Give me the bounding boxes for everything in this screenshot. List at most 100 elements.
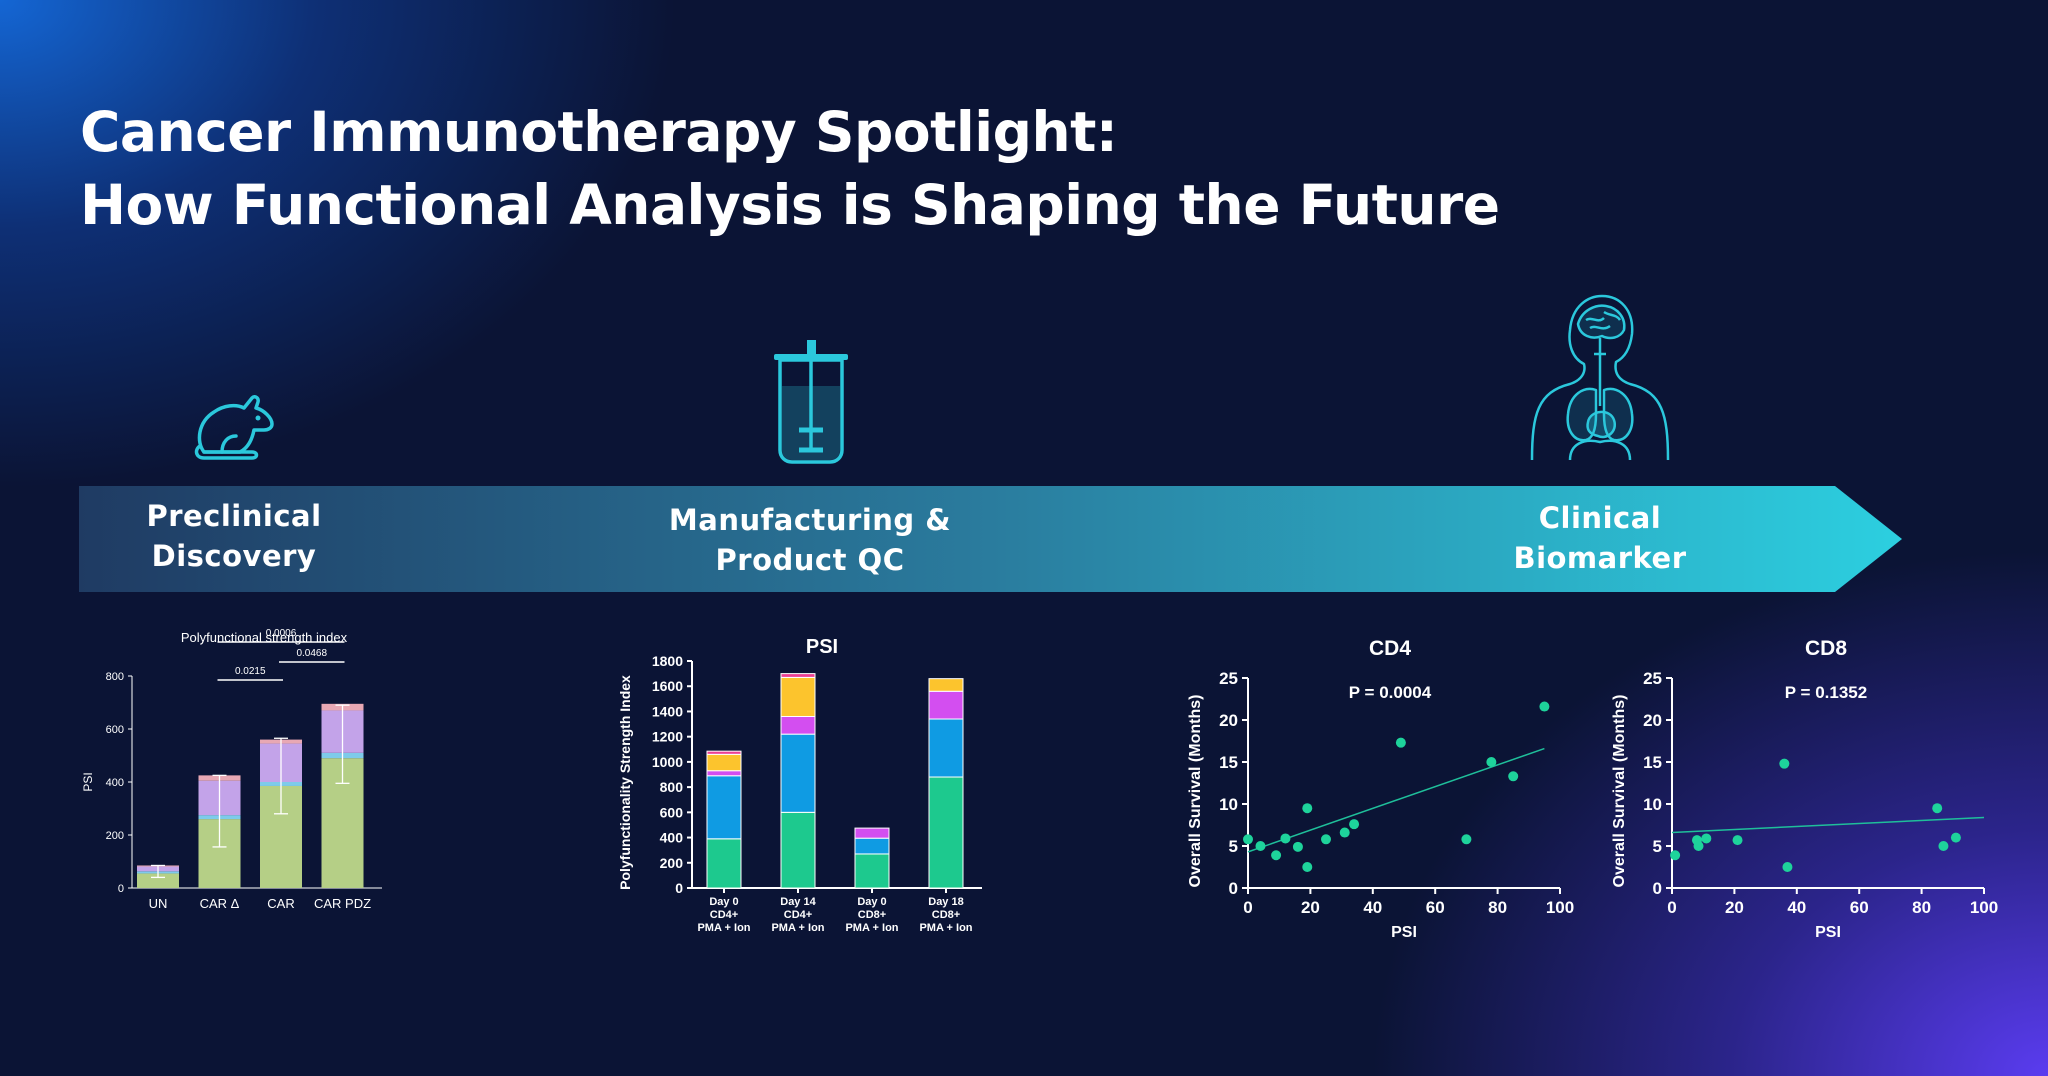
significance-label: 0.0215 <box>235 666 266 677</box>
data-point <box>1693 841 1704 851</box>
x-tick-label: 80 <box>1488 898 1507 917</box>
data-point <box>1302 862 1313 872</box>
x-tick-label: 60 <box>1426 898 1445 917</box>
bar-segment <box>706 838 742 889</box>
x-tick-label: PMA + Ion <box>845 922 898 934</box>
stage-preclinical-line1: Preclinical <box>146 499 322 533</box>
title-line-2: How Functional Analysis is Shaping the F… <box>80 173 1500 237</box>
bar-segment <box>854 853 890 889</box>
chart-preclinical-psi: Polyfunctional strength indexPSI02004006… <box>81 628 382 911</box>
bar-segment <box>780 733 816 813</box>
bar-segment <box>137 873 179 888</box>
data-point <box>1321 834 1331 845</box>
title-line-1: Cancer Immunotherapy Spotlight: <box>80 100 1118 164</box>
stage-clinical-line2: Biomarker <box>1513 541 1687 575</box>
y-tick-label: 400 <box>660 830 684 846</box>
y-tick-label: 1200 <box>652 729 683 745</box>
y-tick-label: 10 <box>1643 795 1662 814</box>
data-point <box>1302 803 1313 814</box>
data-point <box>1932 803 1943 814</box>
x-tick-label: Day 14 <box>780 896 816 908</box>
y-tick-label: 200 <box>106 830 124 842</box>
bar-segment <box>854 827 890 839</box>
y-tick-label: 600 <box>106 724 124 736</box>
human-anatomy-icon <box>1530 294 1670 461</box>
regression-line <box>1671 816 1985 834</box>
data-point <box>1486 757 1497 767</box>
stage-manufacturing-line1: Manufacturing & <box>668 503 952 537</box>
y-tick-label: 600 <box>660 804 684 820</box>
x-tick-label: PMA + Ion <box>697 922 750 934</box>
stage-clinical-line1: Clinical <box>1538 501 1662 535</box>
x-tick-label: PMA + Ion <box>919 922 972 934</box>
x-axis-label: PSI <box>1391 924 1417 941</box>
data-point <box>1349 819 1360 830</box>
x-tick-label: 20 <box>1725 898 1744 917</box>
x-tick-label: CD4+ <box>784 909 812 921</box>
x-tick-label: 40 <box>1787 898 1806 917</box>
stage-manufacturing-line2: Product QC <box>715 543 905 577</box>
y-tick-label: 25 <box>1219 669 1238 688</box>
y-axis-label: Overall Survival (Months) <box>1611 695 1628 888</box>
y-tick-label: 5 <box>1653 837 1662 856</box>
bar-segment <box>854 837 890 855</box>
y-tick-label: 25 <box>1643 669 1662 688</box>
pipeline-banner <box>79 486 1902 592</box>
x-tick-label: 60 <box>1850 898 1869 917</box>
y-tick-label: 1600 <box>652 678 683 694</box>
x-tick-label: Day 0 <box>857 896 886 908</box>
data-point <box>1701 833 1712 844</box>
x-tick-label: Day 0 <box>709 896 738 908</box>
chart-title: CD8 <box>1805 637 1847 660</box>
y-tick-label: 15 <box>1643 753 1662 772</box>
stage-preclinical-line2: Discovery <box>151 539 317 573</box>
y-tick-label: 400 <box>106 777 124 789</box>
data-point <box>1508 771 1519 782</box>
bioreactor-icon <box>774 340 848 464</box>
y-tick-label: 0 <box>1653 879 1662 898</box>
data-point <box>1539 701 1550 712</box>
bar-segment <box>706 770 742 777</box>
x-tick-label: CD4+ <box>710 909 738 921</box>
data-point <box>1255 841 1266 851</box>
data-point <box>1243 834 1253 845</box>
data-point <box>1779 758 1790 769</box>
y-tick-label: 0 <box>675 880 683 896</box>
chart-cd8-survival: CD8 P = 0.1352 Overall Survival (Months) PS… <box>1611 637 1998 941</box>
data-point <box>1782 862 1793 872</box>
x-tick-label: CAR Δ <box>200 896 240 911</box>
data-point <box>1461 834 1472 845</box>
data-point <box>1271 850 1282 861</box>
x-tick-label: 80 <box>1912 898 1931 917</box>
stage-manufacturing: Manufacturing & Product QC <box>660 500 960 580</box>
bar-segment <box>780 676 816 717</box>
data-point <box>1938 841 1949 851</box>
x-tick-label: CAR <box>267 896 294 911</box>
significance-label: 0.0468 <box>296 648 327 659</box>
y-tick-label: 800 <box>660 779 684 795</box>
data-point <box>1950 832 1961 843</box>
bar-segment <box>928 678 964 692</box>
bar-segment <box>706 775 742 840</box>
p-value-annotation: P = 0.1352 <box>1785 683 1867 702</box>
bar-segment <box>780 715 816 735</box>
y-axis-label: Overall Survival (Months) <box>1187 695 1204 888</box>
x-tick-label: CD8+ <box>858 909 886 921</box>
data-point <box>1339 827 1350 838</box>
chart-title: PSI <box>806 636 838 658</box>
bar-segment <box>706 750 742 755</box>
page-title: Cancer Immunotherapy Spotlight: How Func… <box>80 96 1500 242</box>
data-point <box>1292 841 1303 852</box>
x-tick-label: 20 <box>1301 898 1320 917</box>
stage-clinical: Clinical Biomarker <box>1480 498 1720 578</box>
chart-cd4-survival: CD4 P = 0.0004 Overall Survival (Months) PS… <box>1187 637 1574 941</box>
x-tick-label: CD8+ <box>932 909 960 921</box>
y-tick-label: 10 <box>1219 795 1238 814</box>
y-tick-label: 200 <box>660 855 684 871</box>
x-tick-label: 0 <box>1243 898 1252 917</box>
y-tick-label: 0 <box>118 883 124 895</box>
y-tick-label: 1800 <box>652 653 683 669</box>
x-tick-label: 40 <box>1363 898 1382 917</box>
x-tick-label: PMA + Ion <box>771 922 824 934</box>
stage-preclinical: Preclinical Discovery <box>114 496 354 576</box>
